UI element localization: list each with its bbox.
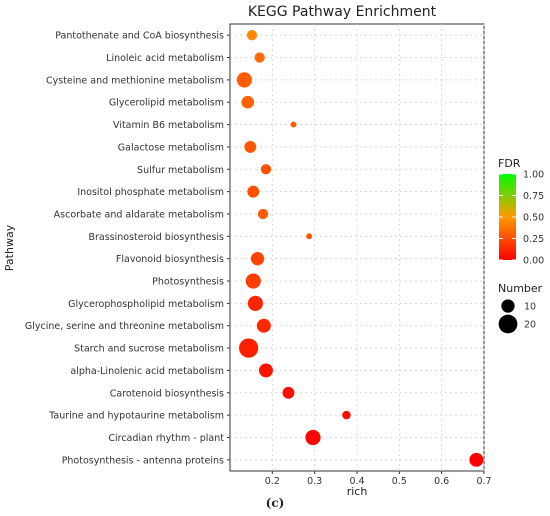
pathway-point bbox=[469, 452, 484, 467]
x-tick-label: 0.4 bbox=[349, 476, 364, 487]
fdr-tick-label: 0.75 bbox=[523, 191, 544, 202]
y-tick-label: alpha-Linolenic acid metabolism bbox=[70, 366, 224, 377]
y-tick-label: Brassinosteroid biosynthesis bbox=[88, 232, 224, 243]
y-tick-label: Glycerolipid metabolism bbox=[109, 98, 224, 109]
fdr-tick-label: 0.00 bbox=[523, 256, 544, 267]
pathway-point bbox=[250, 252, 265, 266]
y-tick-label: Galactose metabolism bbox=[118, 142, 224, 153]
y-axis-labels: Pantothenate and CoA biosynthesis Linolei… bbox=[25, 31, 230, 466]
fdr-legend: FDR 1.00 0.75 0.50 0.25 0.00 bbox=[498, 157, 544, 267]
fdr-legend-ticks: 1.00 0.75 0.50 0.25 0.00 bbox=[499, 170, 544, 267]
number-legend-title: Number bbox=[498, 282, 543, 295]
number-legend-label: 10 bbox=[524, 302, 536, 313]
pathway-point bbox=[246, 30, 258, 41]
fdr-colorbar bbox=[499, 174, 516, 260]
y-tick-label: Starch and sucrose metabolism bbox=[74, 344, 224, 355]
number-legend-dot bbox=[501, 299, 515, 313]
pathway-point bbox=[259, 363, 273, 378]
y-tick-label: Flavonoid biosynthesis bbox=[116, 254, 224, 265]
y-tick-label: Circadian rhythm - plant bbox=[108, 433, 224, 444]
pathway-point bbox=[244, 140, 257, 153]
pathway-point bbox=[282, 386, 295, 399]
y-tick-label: Sulfur metabolism bbox=[137, 165, 224, 176]
x-tick-label: 0.5 bbox=[392, 476, 407, 487]
x-axis-labels: 0.2 0.3 0.4 0.5 0.6 0.7 bbox=[265, 471, 492, 487]
y-tick-label: Ascorbate and aldarate metabolism bbox=[54, 209, 224, 220]
x-tick-label: 0.7 bbox=[476, 476, 491, 487]
fdr-tick-label: 1.00 bbox=[523, 170, 544, 181]
y-tick-label: Linoleic acid metabolism bbox=[106, 53, 224, 64]
pathway-point bbox=[247, 295, 263, 311]
x-axis-title: rich bbox=[347, 485, 368, 498]
pathway-point bbox=[247, 185, 260, 198]
number-legend: Number 10 20 bbox=[498, 282, 543, 334]
pathway-point bbox=[342, 410, 351, 420]
fdr-tick-label: 0.50 bbox=[523, 213, 544, 224]
y-tick-label: Glycerophospholipid metabolism bbox=[68, 299, 224, 310]
number-legend-label: 20 bbox=[524, 320, 536, 331]
fdr-tick-label: 0.25 bbox=[523, 234, 544, 245]
y-tick-label: Photosynthesis - antenna proteins bbox=[62, 455, 224, 466]
plot-area bbox=[229, 23, 485, 472]
y-tick-label: Photosynthesis bbox=[152, 277, 224, 288]
number-legend-dot bbox=[498, 314, 518, 334]
number-legend-entries: 10 20 bbox=[498, 299, 536, 334]
pathway-point bbox=[245, 273, 261, 289]
chart-title: KEGG Pathway Enrichment bbox=[248, 4, 437, 20]
pathway-point bbox=[257, 208, 269, 220]
pathway-point bbox=[256, 318, 271, 333]
pathway-point bbox=[306, 233, 313, 240]
y-tick-label: Glycine, serine and threonine metabolism bbox=[25, 321, 224, 332]
pathway-point bbox=[305, 429, 321, 446]
grid-lines bbox=[230, 24, 485, 471]
pathway-point bbox=[241, 95, 255, 109]
figure-caption: (c) bbox=[265, 496, 285, 510]
pathway-point bbox=[260, 164, 272, 175]
x-tick-label: 0.2 bbox=[265, 476, 280, 487]
fdr-legend-title: FDR bbox=[498, 157, 521, 170]
y-tick-label: Pantothenate and CoA biosynthesis bbox=[55, 31, 224, 42]
y-tick-label: Carotenoid biosynthesis bbox=[110, 388, 224, 399]
y-tick-label: Vitamin B6 metabolism bbox=[113, 120, 224, 131]
pathway-point bbox=[254, 52, 265, 63]
y-tick-label: Cysteine and methionine metabolism bbox=[46, 75, 224, 86]
y-axis-title: Pathway bbox=[3, 224, 16, 271]
pathway-point bbox=[290, 121, 297, 128]
x-tick-label: 0.3 bbox=[307, 476, 322, 487]
pathway-point bbox=[236, 72, 252, 88]
y-tick-label: Taurine and hypotaurine metabolism bbox=[48, 411, 224, 422]
y-tick-label: Inositol phosphate metabolism bbox=[77, 187, 224, 198]
data-points bbox=[236, 30, 484, 467]
pathway-point bbox=[239, 338, 259, 358]
x-tick-label: 0.6 bbox=[434, 476, 449, 487]
